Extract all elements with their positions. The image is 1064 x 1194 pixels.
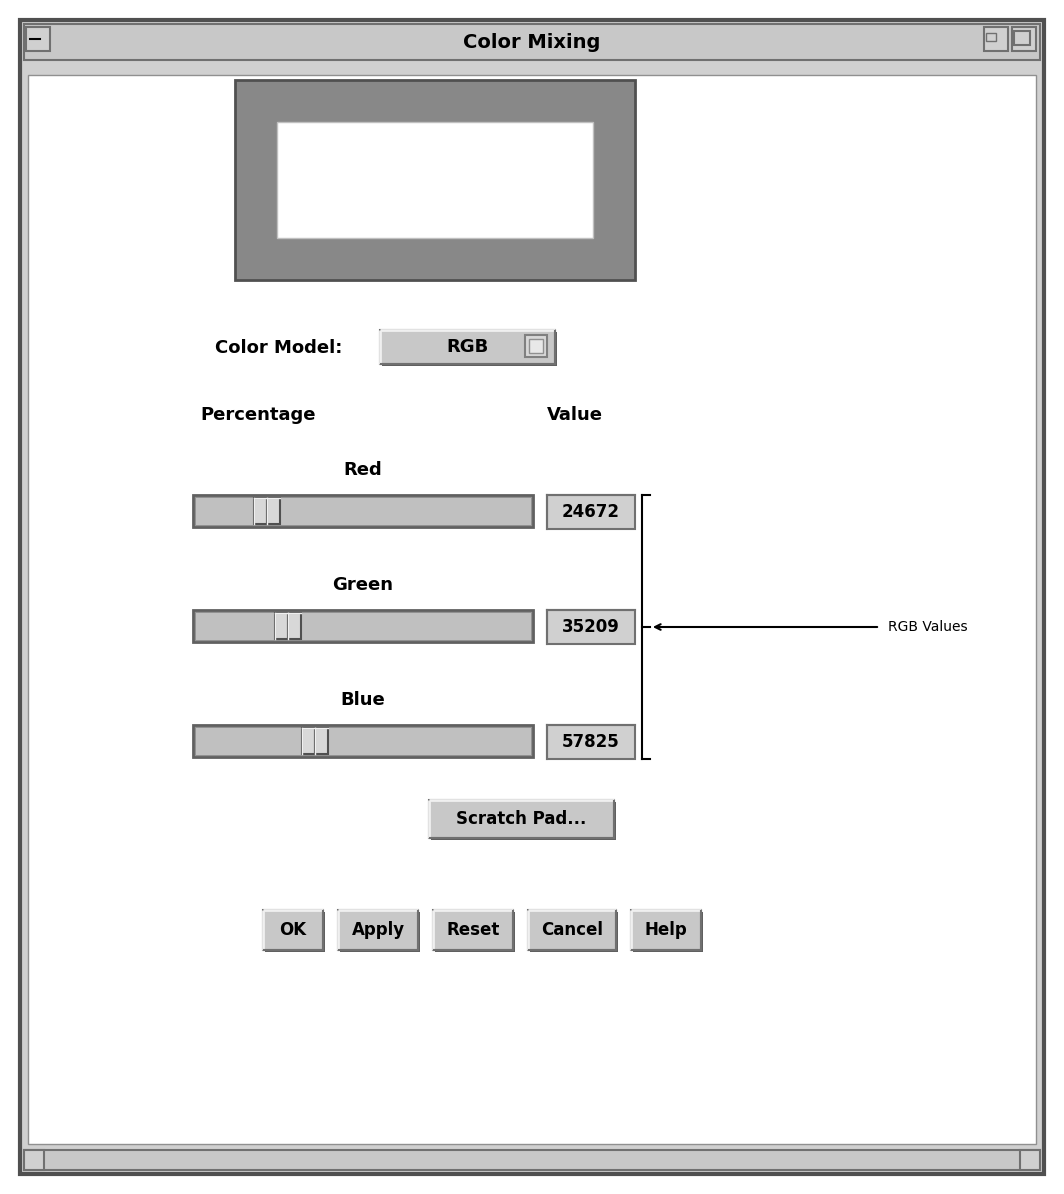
Bar: [525, 336, 547, 357]
Bar: [529, 339, 543, 353]
Text: RGB Values: RGB Values: [888, 620, 967, 634]
Bar: [1012, 27, 1036, 51]
Bar: [28, 75, 1036, 1144]
Bar: [340, 912, 420, 952]
Text: Green: Green: [332, 576, 394, 593]
Text: Apply: Apply: [351, 921, 404, 938]
Bar: [265, 912, 325, 952]
Bar: [429, 800, 614, 838]
Text: Percentage: Percentage: [200, 406, 316, 424]
Text: 24672: 24672: [562, 503, 620, 521]
Bar: [267, 498, 280, 524]
Bar: [263, 910, 323, 950]
Bar: [315, 728, 328, 753]
Text: Red: Red: [344, 461, 382, 479]
Bar: [631, 910, 701, 950]
Text: Help: Help: [645, 921, 687, 938]
Bar: [195, 727, 531, 755]
Bar: [277, 122, 593, 238]
Text: 57825: 57825: [562, 733, 620, 751]
Bar: [24, 1150, 1040, 1170]
Bar: [986, 33, 996, 41]
Bar: [193, 496, 533, 527]
Bar: [433, 910, 513, 950]
Bar: [547, 496, 635, 529]
Bar: [254, 498, 267, 524]
Bar: [195, 497, 531, 525]
Text: Color Model:: Color Model:: [215, 339, 343, 357]
Bar: [338, 910, 418, 950]
Bar: [530, 912, 618, 952]
Text: Blue: Blue: [340, 691, 385, 709]
Bar: [382, 332, 556, 367]
Bar: [435, 912, 515, 952]
Bar: [1020, 1150, 1040, 1170]
Text: Reset: Reset: [446, 921, 500, 938]
Text: Color Mixing: Color Mixing: [463, 32, 601, 51]
Bar: [1014, 31, 1030, 45]
Bar: [633, 912, 703, 952]
Bar: [984, 27, 1008, 51]
Text: OK: OK: [280, 921, 306, 938]
Bar: [380, 330, 555, 364]
Text: 35209: 35209: [562, 618, 620, 636]
Bar: [547, 725, 635, 759]
Bar: [547, 610, 635, 644]
Bar: [24, 1150, 44, 1170]
Bar: [288, 613, 301, 639]
Bar: [193, 610, 533, 642]
Bar: [195, 613, 531, 640]
Bar: [193, 725, 533, 757]
Bar: [528, 910, 616, 950]
Text: Scratch Pad...: Scratch Pad...: [456, 810, 586, 827]
Bar: [302, 728, 315, 753]
Text: RGB: RGB: [447, 338, 488, 356]
Bar: [275, 613, 288, 639]
Bar: [26, 27, 50, 51]
Bar: [24, 24, 1040, 60]
Bar: [431, 802, 616, 841]
Bar: [235, 80, 635, 281]
Text: Value: Value: [547, 406, 603, 424]
Text: Cancel: Cancel: [541, 921, 603, 938]
